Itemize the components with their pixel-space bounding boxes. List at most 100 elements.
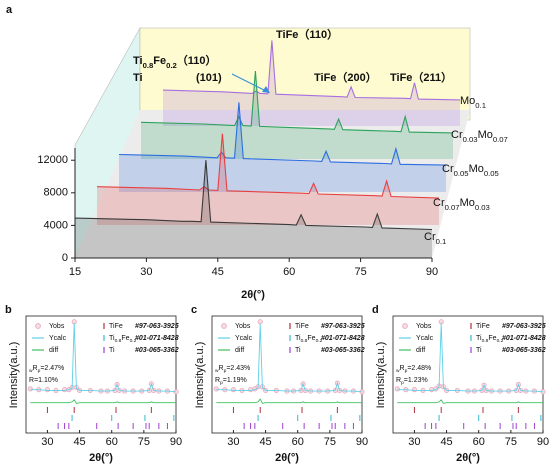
phase-card: #01-071-8428 bbox=[321, 335, 365, 342]
text-run: Ti bbox=[476, 347, 482, 354]
x-tick-label: 45 bbox=[440, 436, 452, 448]
x-tick-label: 60 bbox=[292, 436, 304, 448]
text-run: Fe bbox=[488, 335, 496, 342]
subscript: w bbox=[215, 369, 219, 374]
legend-label: diff bbox=[49, 347, 58, 354]
yobs-point bbox=[213, 386, 219, 392]
peak-annotation: Ti0.8Fe0.2（110） bbox=[133, 54, 217, 70]
text-run: Fe bbox=[153, 55, 166, 67]
x-tick-label: 75 bbox=[138, 436, 150, 448]
series-line bbox=[30, 323, 177, 393]
subscript: 0.05 bbox=[454, 169, 469, 178]
series-label: Cr0.1 bbox=[424, 231, 446, 246]
text-run: Cr bbox=[451, 129, 463, 141]
x-tick-label: 75 bbox=[505, 436, 517, 448]
subscript: 0.1 bbox=[475, 101, 486, 110]
series-line bbox=[216, 323, 363, 393]
r-factor: Rp=1.23% bbox=[396, 377, 428, 386]
phase-card: #97-063-3925 bbox=[502, 323, 546, 330]
y-tick-label: 8000 bbox=[44, 187, 68, 199]
legend-label: Yobs bbox=[235, 323, 251, 330]
y-tick-label: 4000 bbox=[44, 219, 68, 231]
panel-label: d bbox=[372, 304, 379, 316]
panel-label: a bbox=[6, 4, 13, 16]
panel-label: c bbox=[191, 304, 197, 316]
x-tick-label: 90 bbox=[426, 266, 438, 278]
peak-annotation: Ti bbox=[133, 72, 143, 84]
r-factor: wRp=2.47% bbox=[29, 365, 64, 374]
phase-card: #97-063-3925 bbox=[321, 323, 365, 330]
x-tick-label: 90 bbox=[537, 436, 549, 448]
text-run: Mo bbox=[478, 129, 493, 141]
yobs-point bbox=[411, 387, 417, 393]
text-run: R bbox=[400, 365, 405, 372]
text-run: =1.23% bbox=[404, 377, 428, 384]
subscript: 0.03 bbox=[475, 203, 490, 212]
phase-name: Ti0.8Fe0.2 bbox=[109, 335, 137, 344]
phase-card: #01-071-8428 bbox=[135, 335, 179, 342]
legend-label: Yobs bbox=[416, 323, 432, 330]
text-run: Fe bbox=[121, 335, 129, 342]
series-area bbox=[141, 71, 453, 159]
series-area bbox=[119, 102, 446, 192]
series-line bbox=[30, 399, 176, 404]
phase-name: Ti bbox=[476, 347, 482, 354]
yobs-point bbox=[27, 386, 33, 392]
phase-name: TiFe bbox=[476, 323, 490, 330]
phase-name: Ti bbox=[109, 347, 115, 354]
subscript: w bbox=[29, 369, 33, 374]
annotation-arrow bbox=[231, 73, 269, 93]
text-run: Cr bbox=[424, 231, 436, 243]
subscript: 0.07 bbox=[493, 135, 508, 144]
plot-frame bbox=[25, 315, 177, 434]
text-run: Ti bbox=[133, 55, 143, 67]
x-tick-label: 60 bbox=[283, 266, 295, 278]
text-run: Mo bbox=[460, 95, 475, 107]
x-tick-label: 45 bbox=[73, 436, 85, 448]
phase-card: #97-063-3925 bbox=[135, 323, 179, 330]
yobs-point bbox=[257, 319, 263, 325]
series-line bbox=[162, 40, 461, 101]
x-tick-label: 75 bbox=[354, 266, 366, 278]
y-axis-label: Intensity(a.u.) bbox=[8, 342, 20, 409]
subscript: 0.8 bbox=[482, 338, 489, 344]
text-run: Ti bbox=[295, 347, 301, 354]
plot-frame bbox=[211, 315, 363, 434]
subscript: 0.8 bbox=[301, 338, 308, 344]
x-axis-label: 2θ(°) bbox=[275, 452, 299, 464]
peak-annotation: TiFe（211） bbox=[390, 71, 452, 84]
x-tick-label: 30 bbox=[227, 436, 239, 448]
x-tick-label: 90 bbox=[356, 436, 368, 448]
yobs-point bbox=[429, 387, 435, 393]
text-run: Mo bbox=[460, 197, 475, 209]
text-run: TiFe（211） bbox=[390, 71, 452, 84]
subscript: 0.2 bbox=[130, 338, 137, 344]
text-run: TiFe bbox=[109, 323, 123, 330]
r-factor: R=1.10% bbox=[29, 377, 58, 384]
subscript: p bbox=[405, 369, 408, 374]
legend-marker bbox=[35, 323, 41, 329]
phase-card: #03-065-3362 bbox=[502, 347, 546, 354]
y-axis-label: Intensity(a.u.) bbox=[194, 342, 206, 409]
phase-name: Ti bbox=[295, 347, 301, 354]
subscript: p bbox=[220, 381, 223, 386]
x-tick-label: 45 bbox=[259, 436, 271, 448]
phase-card: #03-065-3362 bbox=[135, 347, 179, 354]
legend-marker bbox=[402, 323, 408, 329]
r-factor: wRp=2.43% bbox=[215, 365, 250, 374]
text-run: R bbox=[33, 365, 38, 372]
yobs-point bbox=[394, 386, 400, 392]
phase-name: Ti0.8Fe0.2 bbox=[476, 335, 504, 344]
text-run: =2.48% bbox=[407, 365, 431, 372]
x-tick-label: 30 bbox=[140, 266, 152, 278]
text-run: (101) bbox=[196, 72, 222, 84]
x-tick-label: 60 bbox=[106, 436, 118, 448]
layers bbox=[74, 40, 461, 258]
text-run: Fe bbox=[307, 335, 315, 342]
text-run: =1.19% bbox=[223, 377, 247, 384]
peak-annotation: TiFe（110） bbox=[276, 28, 338, 41]
series-area bbox=[163, 40, 460, 126]
series-line bbox=[397, 323, 544, 393]
phase-name: TiFe bbox=[109, 323, 123, 330]
x-axis-label: 2θ(°) bbox=[456, 452, 480, 464]
